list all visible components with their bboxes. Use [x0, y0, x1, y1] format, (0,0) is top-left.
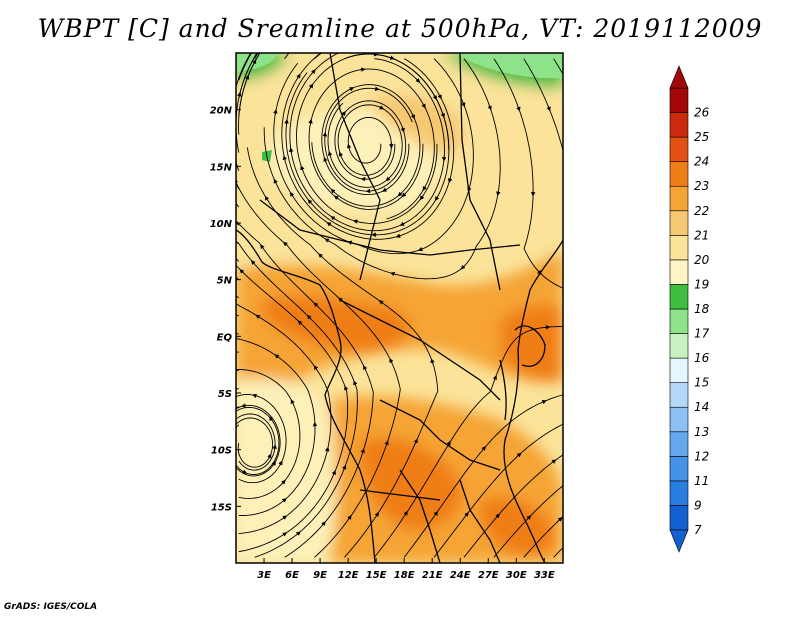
colorbar-bottom-extend	[670, 530, 688, 552]
x-tick-label: 33E	[534, 570, 555, 581]
streamline	[229, 352, 239, 353]
colorbar-label: 14	[694, 400, 709, 414]
y-tick-label: 20N	[210, 106, 233, 117]
colorbar-swatch	[670, 334, 688, 359]
x-tick-label: 15E	[366, 570, 387, 581]
colorbar-label: 18	[694, 302, 710, 316]
colorbar-swatch	[670, 309, 688, 334]
colorbar-label: 12	[694, 449, 709, 463]
y-tick-label: EQ	[217, 332, 233, 343]
x-tick-label: 3E	[257, 570, 271, 581]
colorbar-swatch	[670, 456, 688, 481]
y-tick-label: 15S	[211, 502, 232, 513]
y-tick-label: 5S	[218, 389, 232, 400]
colorbar-swatch	[670, 137, 688, 162]
colorbar-swatch	[670, 407, 688, 432]
colorbar-swatch	[670, 88, 688, 113]
y-tick-label: 15N	[210, 162, 233, 173]
y-tick-label: 5N	[217, 276, 233, 287]
y-tick-label: 10N	[210, 219, 233, 230]
colorbar-swatch	[670, 481, 688, 506]
colorbar-label: 25	[694, 130, 709, 144]
colorbar-label: 17	[694, 327, 710, 341]
streamline-arrow	[571, 188, 572, 192]
x-tick-label: 21E	[422, 570, 443, 581]
colorbar-label: 7	[694, 523, 702, 537]
streamline-arrow	[229, 370, 232, 371]
colorbar: 7 9 11 12 13 14 15 16 17 18 19 20 21 22 23 24 25 26	[670, 66, 710, 552]
colorbar-label: 20	[694, 253, 710, 267]
colorbar-swatch	[670, 113, 688, 138]
colorbar-label: 19	[694, 277, 709, 291]
colorbar-swatch	[670, 358, 688, 383]
colorbar-label: 22	[694, 204, 709, 218]
x-tick-label: 27E	[478, 570, 499, 581]
colorbar-label: 15	[694, 376, 709, 390]
colorbar-label: 13	[694, 425, 709, 439]
colorbar-label: 24	[694, 155, 709, 169]
colorbar-label: 16	[694, 351, 710, 365]
streamline-arrow	[229, 433, 230, 437]
y-tick-label: 10S	[211, 446, 232, 457]
streamline-arrow	[243, 405, 246, 406]
colorbar-swatch	[670, 260, 688, 285]
colorbar-swatch	[670, 235, 688, 260]
x-tick-label: 30E	[506, 570, 527, 581]
streamline-arrow	[374, 89, 377, 90]
credit-label: GrADS: IGES/COLA	[4, 602, 97, 612]
colorbar-swatch	[670, 284, 688, 309]
streamline-arrow	[259, 46, 261, 49]
field-southwest	[236, 378, 337, 563]
colorbar-swatch	[670, 186, 688, 211]
colorbar-label: 9	[694, 498, 702, 512]
streamline-arrow	[360, 69, 363, 70]
colorbar-label: 11	[694, 474, 709, 488]
colorbar-swatch	[670, 383, 688, 408]
colorbar-top-extend	[670, 66, 688, 88]
colorbar-swatch	[670, 162, 688, 187]
x-tick-label: 24E	[450, 570, 471, 581]
x-tick-label: 18E	[394, 570, 415, 581]
colorbar-label: 21	[694, 228, 709, 242]
colorbar-swatch	[670, 211, 688, 236]
x-tick-label: 9E	[313, 570, 327, 581]
colorbar-swatch	[670, 432, 688, 457]
streamline-arrow	[275, 446, 276, 450]
colorbar-swatch	[670, 505, 688, 530]
colorbar-label: 26	[694, 106, 710, 120]
colorbar-label: 23	[694, 179, 709, 193]
x-tick-label: 12E	[338, 570, 359, 581]
x-tick-label: 6E	[285, 570, 299, 581]
